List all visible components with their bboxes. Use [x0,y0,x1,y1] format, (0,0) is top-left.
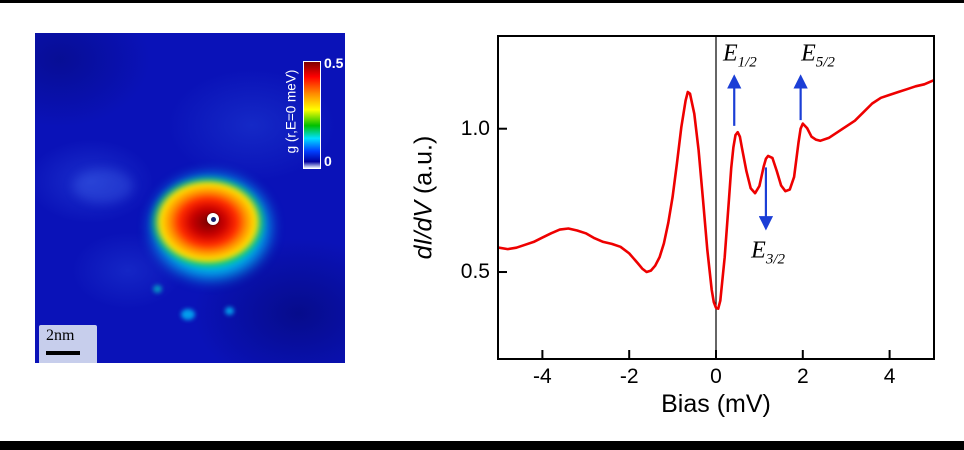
peak-label-E3-2: E3/2 [751,237,785,268]
peak-label-E1-2: E1/2 [722,40,757,71]
peak-label-E5-2: E5/2 [801,40,835,71]
y-tick-label: 1.0 [460,116,490,140]
map-speckle [153,285,162,293]
colorbar-max-label: 0.5 [324,55,344,71]
colorbar [303,61,321,169]
spectrum-svg [499,37,933,358]
map-smudge [73,169,133,203]
x-axis-label: Bias (mV) [661,390,771,418]
scale-bar-line [46,351,80,355]
center-marker-dot [210,216,216,222]
map-speckle [225,307,234,315]
stm-map-panel: 0.5 0 g (r,E=0 meV) 2nm [35,33,345,363]
x-tick-label: 0 [710,365,722,388]
center-marker [207,213,219,225]
x-tick-label: -2 [619,365,639,388]
x-tick-label: 4 [883,365,896,388]
scale-bar-label: 2nm [46,327,75,344]
colorbar-title: g (r,E=0 meV) [283,69,299,154]
x-tick-label: -4 [533,365,552,388]
top-border [0,0,964,3]
spectrum-panel: dI/dV (a.u.) Bias (mV) -4 -2 0 2 4 0.5 1.0 E1/2… [400,0,964,450]
x-tick-label: 2 [796,365,809,388]
map-speckle [181,309,195,320]
y-axis-label: dI/dV (a.u.) [409,135,438,260]
bottom-border [0,441,964,450]
plot-area [497,35,935,360]
scale-bar: 2nm [39,325,97,363]
didv-curve [499,79,933,310]
y-tick-label: 0.5 [460,260,490,284]
colorbar-min-label: 0 [324,153,332,169]
